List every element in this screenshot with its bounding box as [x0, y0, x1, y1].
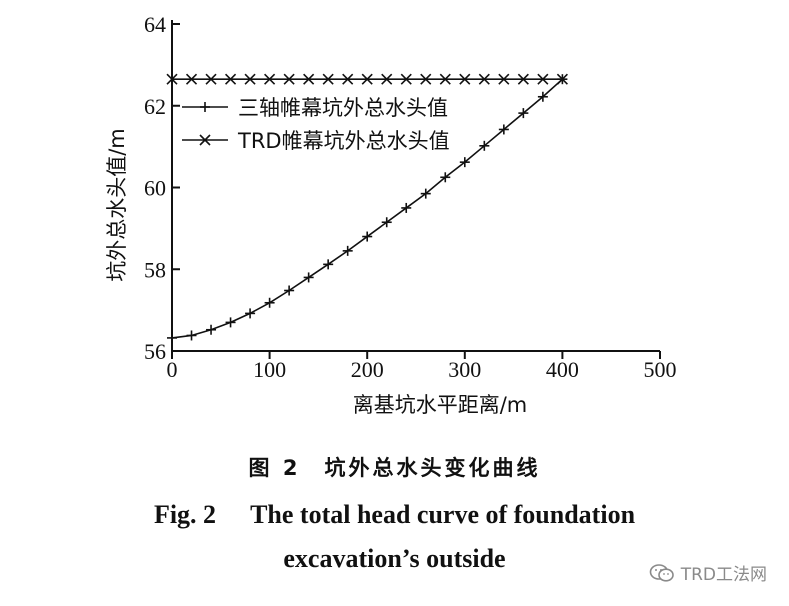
series-2-point — [420, 73, 432, 85]
marker-stroke — [322, 73, 334, 85]
series-2-point — [244, 73, 256, 85]
marker-stroke — [166, 73, 178, 85]
y-axis-label: 坑外总水头值/m — [105, 128, 129, 282]
x-tick-label: 100 — [253, 357, 286, 382]
series-2-point — [185, 73, 198, 85]
legend-marker-1 — [200, 102, 210, 112]
x-tick-label: 400 — [546, 357, 579, 382]
legend: 三轴帷幕坑外总水头值 TRD帷幕坑外总水头值 — [182, 96, 450, 153]
series-1-point — [362, 231, 373, 242]
series-1-point — [537, 91, 548, 102]
figure-caption-en-line1: Fig. 2 The total head curve of foundation — [0, 500, 789, 530]
marker-stroke — [224, 73, 237, 85]
series-2-point — [322, 73, 334, 85]
series-1-point — [459, 157, 470, 168]
y-tick-label: 62 — [144, 94, 166, 119]
series-1-point — [323, 259, 334, 270]
series-2-point — [264, 73, 276, 85]
watermark-text: TRD工法网 — [680, 565, 767, 585]
series-2-point — [478, 73, 490, 85]
series-1-point — [420, 188, 431, 199]
y-tick-label: 60 — [144, 176, 166, 201]
series-2-point — [537, 73, 549, 85]
legend-label-2: TRD帷幕坑外总水头值 — [237, 129, 450, 153]
series-1-point — [284, 285, 295, 296]
marker-stroke — [185, 73, 198, 85]
marker-stroke — [244, 73, 256, 85]
x-tick-label: 200 — [351, 357, 384, 382]
series-1-point — [303, 272, 314, 283]
figure-title-en: The total head curve of foundation — [250, 500, 636, 529]
marker-stroke — [342, 73, 354, 85]
series-1-point — [381, 217, 392, 228]
series-1-point — [342, 245, 353, 256]
axes: 0 100 200 300 400 500 56 58 60 62 64 — [144, 12, 677, 382]
marker-stroke — [537, 73, 549, 85]
y-tick-label: 64 — [144, 12, 166, 37]
series-1-point — [206, 324, 217, 335]
series-1-point — [264, 297, 275, 308]
head-curve-chart: 0 100 200 300 400 500 56 58 60 62 64 三轴帷幕坑外总水头值 TRD… — [105, 12, 677, 417]
series-2-point — [459, 73, 471, 85]
marker-stroke — [283, 73, 295, 85]
figure-caption-cn: 图 2 坑外总水头变化曲线 — [248, 456, 541, 480]
series-1-point — [225, 317, 236, 328]
legend-marker-2 — [199, 134, 211, 146]
plot-area — [166, 73, 568, 343]
series-2-point — [498, 73, 510, 85]
marker-stroke — [556, 73, 568, 85]
marker-stroke — [459, 73, 471, 85]
series-1-point — [479, 140, 490, 151]
marker-stroke — [205, 73, 217, 85]
x-tick-label: 500 — [644, 357, 677, 382]
marker-stroke — [478, 73, 490, 85]
marker-stroke — [420, 73, 432, 85]
series-2-point — [303, 73, 315, 85]
marker-stroke — [400, 73, 412, 85]
series-2-point — [439, 73, 451, 85]
y-tick-label: 58 — [144, 257, 166, 282]
figure-number: Fig. 2 — [153, 500, 217, 529]
series-2-point — [400, 73, 412, 85]
series-1-point — [498, 124, 509, 135]
x-tick-label: 300 — [448, 357, 481, 382]
marker-stroke — [361, 73, 373, 85]
marker-stroke — [381, 73, 393, 85]
series-2-point — [205, 73, 217, 85]
series-1-point — [245, 308, 256, 319]
series-2-point — [556, 73, 568, 85]
series-2-point — [361, 73, 373, 85]
series-2-point — [517, 73, 529, 85]
x-axis-label: 离基坑水平距离/m — [353, 393, 528, 417]
series-2-point — [166, 73, 178, 85]
watermark: TRD工法网 — [649, 560, 767, 585]
figure-caption-en-line2: excavation’s outside — [283, 544, 506, 573]
series-2-point — [224, 73, 237, 85]
series-2-point — [283, 73, 295, 85]
series-1-point — [401, 202, 412, 213]
marker-stroke — [517, 73, 529, 85]
series-2-point — [342, 73, 354, 85]
wechat-icon — [649, 563, 674, 582]
y-tick-label: 56 — [144, 339, 166, 364]
marker-stroke — [303, 73, 315, 85]
series-1-point — [518, 108, 529, 119]
marker-stroke — [264, 73, 276, 85]
series-2-point — [381, 73, 393, 85]
x-tick-label: 0 — [167, 357, 178, 382]
series-1-point — [186, 330, 197, 341]
marker-stroke — [199, 134, 211, 146]
marker-stroke — [439, 73, 451, 85]
series-1-point — [167, 332, 177, 343]
marker-stroke — [498, 73, 510, 85]
legend-label-1: 三轴帷幕坑外总水头值 — [238, 96, 448, 120]
series-1-point — [440, 172, 451, 183]
